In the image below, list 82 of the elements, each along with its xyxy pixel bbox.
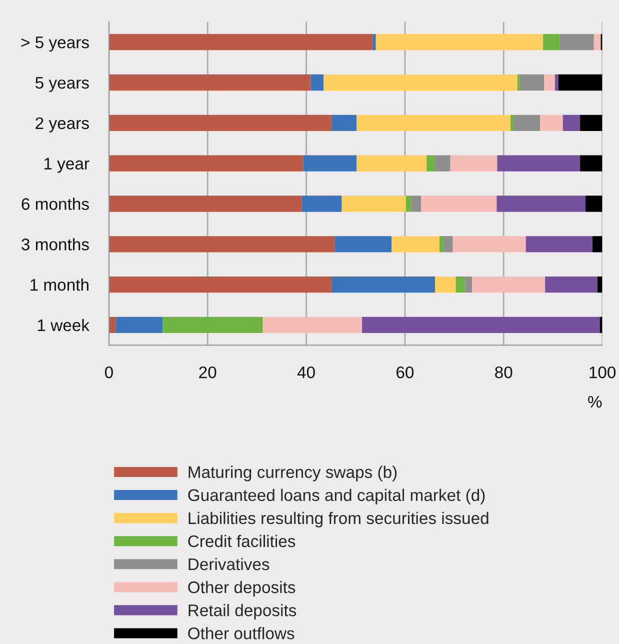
bar (108, 114, 332, 132)
y-tick-label: 2 years (36, 117, 89, 132)
bar (439, 236, 444, 252)
bar (450, 155, 498, 172)
bar (362, 316, 600, 334)
legend-label: Credit facilities (188, 534, 296, 548)
bar (497, 155, 580, 172)
bar (356, 155, 427, 172)
bar (302, 196, 342, 212)
bar (520, 74, 544, 91)
x-axis-title: % (588, 396, 602, 408)
bar (472, 276, 546, 293)
bar (162, 316, 263, 334)
legend-label: Maturing currency swaps (b) (188, 466, 397, 482)
x-tick-label: 60 (396, 366, 414, 378)
x-tick-label: 80 (495, 366, 512, 378)
bar (586, 196, 602, 212)
bar (597, 276, 602, 293)
bar (526, 236, 592, 252)
bar (376, 34, 544, 50)
x-tick-label: 100 (590, 366, 616, 378)
bar (421, 196, 497, 212)
bar (594, 34, 601, 50)
y-tick-label: 5 years (36, 77, 89, 92)
bar (580, 155, 602, 172)
x-tick-label: 40 (297, 366, 315, 378)
y-tick-label: > 5 years (21, 36, 89, 52)
bar (108, 74, 311, 91)
bar (332, 114, 357, 132)
legend-label: Derivatives (188, 558, 270, 570)
bar (444, 236, 453, 252)
bar (452, 236, 526, 252)
bar (543, 34, 560, 50)
bar (392, 236, 440, 252)
bar (545, 276, 598, 293)
legend-label: Retail deposits (188, 604, 296, 620)
bar (517, 74, 520, 91)
bar (108, 155, 304, 172)
bar (116, 316, 163, 334)
bar (560, 34, 594, 50)
bar (332, 276, 436, 293)
bar (310, 74, 324, 91)
x-tick-label: 20 (199, 366, 216, 378)
legend-label: Guaranteed loans and capital market (d) (188, 488, 485, 504)
bar (108, 34, 373, 50)
bar (580, 114, 602, 132)
bar (544, 74, 555, 91)
bar (324, 74, 518, 91)
y-tick-label: 3 months (22, 238, 89, 250)
legend-label: Other outflows (188, 627, 294, 640)
bar (342, 196, 406, 212)
y-tick-label: 6 months (22, 198, 89, 210)
bar (592, 236, 602, 252)
bar (108, 236, 335, 252)
bar (465, 276, 472, 293)
legend-label: Liabilities resulting from securities issued (188, 512, 488, 528)
bar (262, 316, 362, 334)
bar (456, 276, 466, 293)
bar (108, 196, 302, 212)
bar (372, 34, 376, 50)
bar (426, 155, 436, 172)
bar (514, 114, 540, 132)
bar (303, 155, 357, 172)
bar (558, 74, 602, 91)
bar (356, 114, 511, 132)
y-tick-label: 1 year (44, 158, 90, 173)
bar (554, 74, 558, 91)
legend-label: Other deposits (188, 580, 296, 597)
y-tick-label: 1 month (30, 278, 88, 291)
bar (108, 316, 116, 334)
bar (108, 276, 332, 293)
bar (540, 114, 563, 132)
bar (411, 196, 422, 212)
bar (510, 114, 514, 132)
bar (334, 236, 392, 252)
x-tick-label: 0 (104, 366, 113, 378)
bar (406, 196, 412, 212)
bar (435, 276, 456, 293)
bar (496, 196, 586, 212)
bar (435, 155, 450, 172)
y-tick-label: 1 week (38, 318, 90, 332)
bar (562, 114, 580, 132)
